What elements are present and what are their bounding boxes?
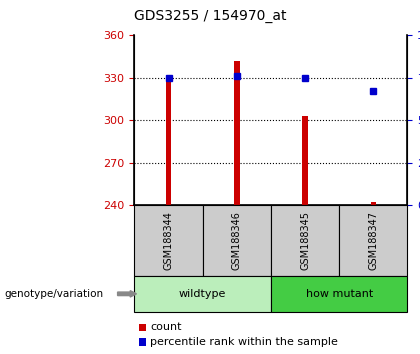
Text: GDS3255 / 154970_at: GDS3255 / 154970_at	[134, 9, 286, 23]
Text: count: count	[150, 322, 182, 332]
Bar	[370, 202, 376, 205]
Bar	[302, 116, 308, 205]
Text: GSM188345: GSM188345	[300, 211, 310, 270]
Text: how mutant: how mutant	[305, 289, 373, 299]
Bar	[234, 61, 239, 205]
Text: wildtype: wildtype	[179, 289, 226, 299]
Text: GSM188347: GSM188347	[368, 211, 378, 270]
Text: GSM188344: GSM188344	[163, 211, 173, 270]
Bar	[166, 78, 171, 205]
Text: GSM188346: GSM188346	[232, 211, 242, 270]
Text: genotype/variation: genotype/variation	[4, 289, 103, 299]
Text: percentile rank within the sample: percentile rank within the sample	[150, 337, 338, 347]
